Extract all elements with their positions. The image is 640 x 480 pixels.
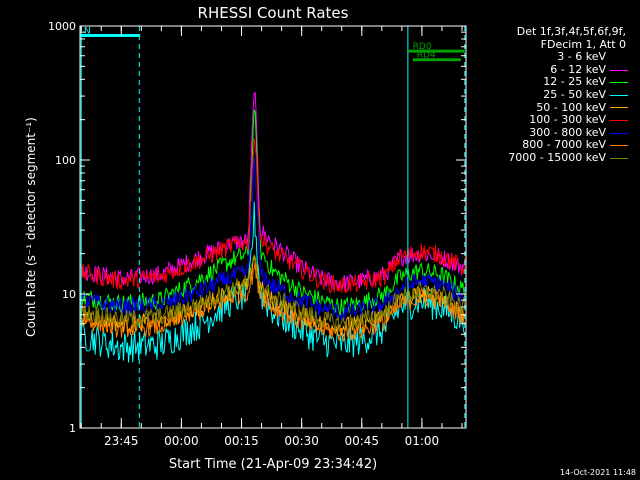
y-tick-label: 1000 [48, 20, 76, 33]
y-tick-label: 1 [69, 422, 76, 435]
series-line-3 [79, 108, 466, 317]
x-tick-label: 23:45 [104, 434, 139, 448]
y-axis-label: Count Rate (s⁻¹ detector segment⁻¹) [24, 117, 38, 337]
legend-label: 800 - 7000 keV [522, 138, 606, 152]
legend-label: 6 - 12 keV [550, 62, 606, 76]
series-line-2 [79, 91, 466, 292]
axis-ticks: 1 10 100 1000 23:45 00:00 00:15 00:30 00:45 01:00 [48, 20, 466, 448]
legend-entry-4: 25 - 50 keV [468, 87, 638, 102]
annotation-label-1: N [84, 26, 91, 36]
annotation-label-3: RD4 [417, 51, 436, 61]
legend-header-line-2: FDecim 1, Att 0 [540, 37, 626, 51]
legend-entry-8: 800 - 7000 keV [468, 139, 638, 152]
legend-swatch [610, 69, 628, 71]
legend-label: 7000 - 15000 keV [508, 150, 606, 164]
series-line-1 [79, 115, 466, 320]
series-line-6 [79, 137, 466, 295]
legend-header-line-1: Det 1f,3f,4f,5f,6f,9f, [516, 25, 626, 38]
legend-entry-9: 7000 - 15000 keV [468, 150, 638, 165]
legend-swatch [610, 157, 628, 159]
legend-swatch [610, 107, 628, 109]
x-tick-label: 00:15 [224, 434, 259, 448]
series-traces [79, 91, 466, 363]
annotation-label-2: RD0 [413, 42, 432, 52]
x-tick-label: 00:00 [164, 434, 199, 448]
legend-label: 300 - 800 keV [529, 125, 606, 139]
legend-entry-7: 300 - 800 keV [468, 125, 638, 140]
series-line-7 [79, 156, 466, 321]
chart-title: RHESSI Count Rates [198, 4, 349, 22]
x-tick-label: 00:45 [344, 434, 379, 448]
legend-label: 100 - 300 keV [529, 113, 606, 127]
legend-label: 50 - 100 keV [536, 100, 606, 114]
legend-swatch [610, 145, 628, 147]
x-axis-label: Start Time (21-Apr-09 23:34:42) [169, 457, 377, 472]
legend: Det 1f,3f,4f,5f,6f,9f, FDecim 1, Att 0 3… [468, 25, 638, 165]
y-tick-label: 100 [55, 154, 76, 167]
legend-entry-3: 12 - 25 keV [468, 76, 638, 89]
legend-swatch [610, 56, 628, 58]
legend-entry-5: 50 - 100 keV [468, 100, 638, 115]
legend-label: 3 - 6 keV [557, 50, 606, 64]
series-line-9 [79, 253, 466, 332]
x-tick-label: 00:30 [284, 434, 319, 448]
series-line-5 [79, 255, 466, 336]
legend-label: 12 - 25 keV [543, 75, 606, 89]
footer-timestamp: 14-Oct-2021 11:48 [560, 468, 636, 477]
plot-frame [79, 25, 467, 429]
legend-entry-1: 3 - 6 keV [468, 51, 638, 64]
legend-swatch [610, 119, 628, 121]
legend-swatch [610, 94, 628, 96]
legend-swatch [610, 82, 628, 84]
series-line-8 [79, 262, 466, 343]
legend-label: 25 - 50 keV [543, 87, 606, 101]
legend-entries: 3 - 6 keV 6 - 12 keV 12 - 25 keV 25 - 50 ke… [468, 51, 638, 164]
legend-swatch [610, 132, 628, 134]
x-tick-label: 01:00 [405, 434, 440, 448]
y-tick-label: 10 [62, 288, 76, 301]
legend-entry-2: 6 - 12 keV [468, 62, 638, 77]
legend-entry-6: 100 - 300 keV [468, 114, 638, 127]
